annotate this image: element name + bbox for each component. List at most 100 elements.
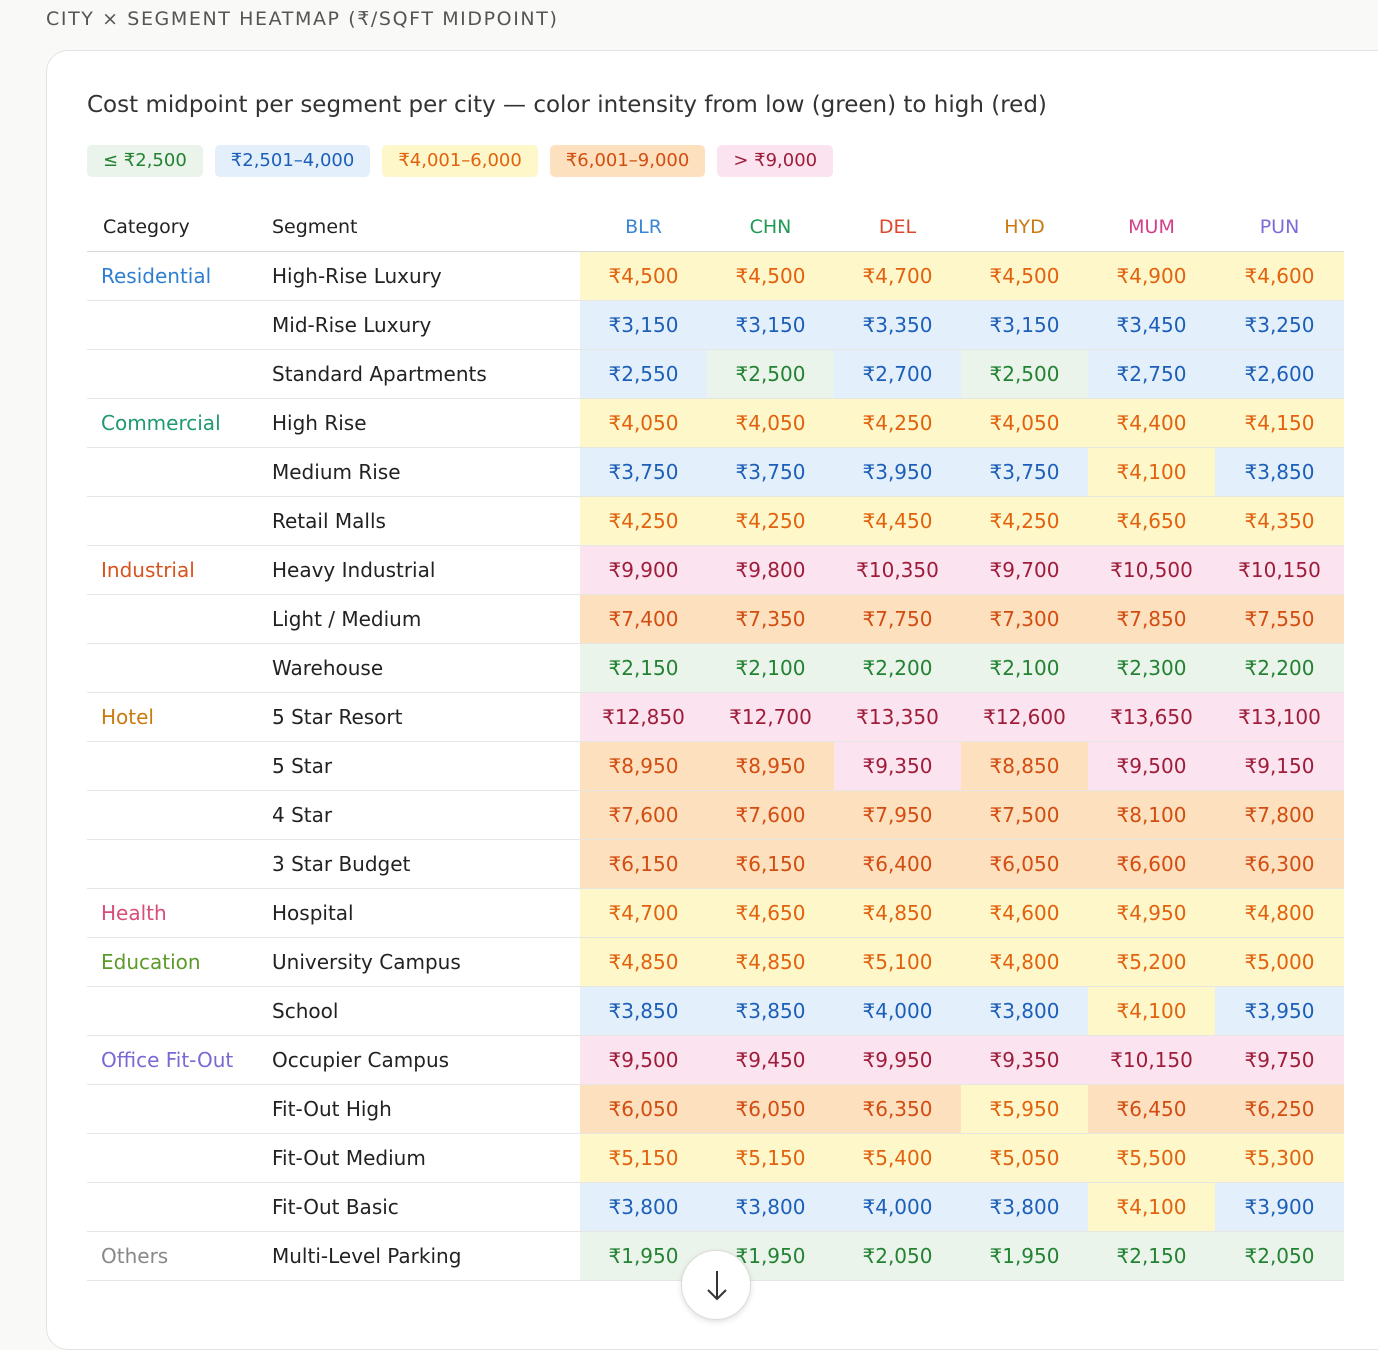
value-cell-hyd: ₹4,500 xyxy=(961,251,1088,301)
value-cell-del: ₹3,950 xyxy=(834,447,961,497)
value-cell-del: ₹4,700 xyxy=(834,251,961,301)
table-row: Residential High-Rise Luxury ₹4,500 ₹4,500 ₹… xyxy=(87,251,1344,301)
category-column-header: Category xyxy=(87,202,272,252)
segment-cell: Mid-Rise Luxury xyxy=(272,300,580,350)
value-cell-mum: ₹5,500 xyxy=(1088,1133,1215,1183)
value-cell-chn: ₹4,250 xyxy=(707,496,834,546)
value-cell-chn: ₹4,850 xyxy=(707,937,834,987)
value-cell-pun: ₹9,750 xyxy=(1215,1035,1344,1085)
table-row: Warehouse ₹2,150 ₹2,100 ₹2,200 ₹2,100 ₹2,300 ₹… xyxy=(87,643,1344,693)
segment-column-header: Segment xyxy=(272,202,580,252)
value-cell-mum: ₹2,750 xyxy=(1088,349,1215,399)
value-cell-hyd: ₹8,850 xyxy=(961,741,1088,791)
value-cell-hyd: ₹5,050 xyxy=(961,1133,1088,1183)
segment-cell: Medium Rise xyxy=(272,447,580,497)
scroll-down-button[interactable] xyxy=(681,1250,751,1320)
value-cell-del: ₹7,750 xyxy=(834,594,961,644)
value-cell-hyd: ₹7,300 xyxy=(961,594,1088,644)
heatmap-table: Category Segment BLR CHN DEL HYD MUM PUN Resi… xyxy=(87,202,1344,1281)
value-cell-pun: ₹2,050 xyxy=(1215,1231,1344,1281)
value-cell-chn: ₹3,750 xyxy=(707,447,834,497)
value-cell-blr: ₹3,800 xyxy=(580,1182,707,1232)
segment-cell: Fit-Out Medium xyxy=(272,1133,580,1183)
table-row: Retail Malls ₹4,250 ₹4,250 ₹4,450 ₹4,250 ₹4,6… xyxy=(87,496,1344,546)
table-row: 3 Star Budget ₹6,150 ₹6,150 ₹6,400 ₹6,050 ₹6,… xyxy=(87,839,1344,889)
table-row: Education University Campus ₹4,850 ₹4,850 ₹5… xyxy=(87,937,1344,987)
value-cell-mum: ₹13,650 xyxy=(1088,692,1215,742)
value-cell-blr: ₹6,050 xyxy=(580,1084,707,1134)
value-cell-pun: ₹6,250 xyxy=(1215,1084,1344,1134)
value-cell-hyd: ₹4,600 xyxy=(961,888,1088,938)
segment-cell: Fit-Out Basic xyxy=(272,1182,580,1232)
value-cell-del: ₹6,350 xyxy=(834,1084,961,1134)
value-cell-hyd: ₹4,050 xyxy=(961,398,1088,448)
value-cell-blr: ₹3,150 xyxy=(580,300,707,350)
category-cell xyxy=(87,1133,272,1183)
value-cell-blr: ₹9,900 xyxy=(580,545,707,595)
value-cell-blr: ₹7,400 xyxy=(580,594,707,644)
value-cell-del: ₹3,350 xyxy=(834,300,961,350)
value-cell-chn: ₹3,800 xyxy=(707,1182,834,1232)
segment-cell: School xyxy=(272,986,580,1036)
table-header-row: Category Segment BLR CHN DEL HYD MUM PUN xyxy=(87,202,1344,252)
legend-chip: ₹2,501–4,000 xyxy=(214,145,371,177)
value-cell-mum: ₹4,100 xyxy=(1088,447,1215,497)
legend-chip: ₹6,001–9,000 xyxy=(549,145,706,177)
value-cell-blr: ₹5,150 xyxy=(580,1133,707,1183)
value-cell-blr: ₹2,150 xyxy=(580,643,707,693)
value-cell-mum: ₹4,100 xyxy=(1088,986,1215,1036)
table-row: Fit-Out Medium ₹5,150 ₹5,150 ₹5,400 ₹5,050 ₹5… xyxy=(87,1133,1344,1183)
value-cell-hyd: ₹3,150 xyxy=(961,300,1088,350)
value-cell-pun: ₹4,150 xyxy=(1215,398,1344,448)
value-cell-pun: ₹5,300 xyxy=(1215,1133,1344,1183)
table-row: Medium Rise ₹3,750 ₹3,750 ₹3,950 ₹3,750 ₹4,10… xyxy=(87,447,1344,497)
segment-cell: Warehouse xyxy=(272,643,580,693)
value-cell-chn: ₹6,050 xyxy=(707,1084,834,1134)
value-cell-del: ₹5,100 xyxy=(834,937,961,987)
value-cell-del: ₹5,400 xyxy=(834,1133,961,1183)
section-title: CITY × SEGMENT HEATMAP (₹/SQFT MIDPOINT) xyxy=(46,8,559,30)
value-cell-mum: ₹2,300 xyxy=(1088,643,1215,693)
table-row: Industrial Heavy Industrial ₹9,900 ₹9,800 ₹1… xyxy=(87,545,1344,595)
value-cell-hyd: ₹2,100 xyxy=(961,643,1088,693)
segment-cell: Standard Apartments xyxy=(272,349,580,399)
segment-cell: Heavy Industrial xyxy=(272,545,580,595)
category-cell: Hotel xyxy=(87,692,272,742)
category-cell xyxy=(87,594,272,644)
value-cell-blr: ₹4,050 xyxy=(580,398,707,448)
value-cell-chn: ₹7,350 xyxy=(707,594,834,644)
value-cell-chn: ₹5,150 xyxy=(707,1133,834,1183)
value-cell-del: ₹2,700 xyxy=(834,349,961,399)
category-cell xyxy=(87,839,272,889)
segment-cell: High-Rise Luxury xyxy=(272,251,580,301)
category-cell xyxy=(87,447,272,497)
value-cell-mum: ₹3,450 xyxy=(1088,300,1215,350)
value-cell-hyd: ₹5,950 xyxy=(961,1084,1088,1134)
value-cell-hyd: ₹6,050 xyxy=(961,839,1088,889)
value-cell-chn: ₹3,150 xyxy=(707,300,834,350)
value-cell-hyd: ₹4,800 xyxy=(961,937,1088,987)
value-cell-mum: ₹4,900 xyxy=(1088,251,1215,301)
value-cell-mum: ₹6,450 xyxy=(1088,1084,1215,1134)
segment-cell: Multi-Level Parking xyxy=(272,1231,580,1281)
value-cell-pun: ₹2,200 xyxy=(1215,643,1344,693)
value-cell-mum: ₹10,150 xyxy=(1088,1035,1215,1085)
value-cell-del: ₹9,350 xyxy=(834,741,961,791)
value-cell-del: ₹10,350 xyxy=(834,545,961,595)
value-cell-pun: ₹4,600 xyxy=(1215,251,1344,301)
category-cell xyxy=(87,1084,272,1134)
value-cell-blr: ₹9,500 xyxy=(580,1035,707,1085)
legend: ≤ ₹2,500 ₹2,501–4,000 ₹4,001–6,000 ₹6,001–9… xyxy=(87,145,834,177)
value-cell-pun: ₹10,150 xyxy=(1215,545,1344,595)
category-cell xyxy=(87,741,272,791)
value-cell-chn: ₹7,600 xyxy=(707,790,834,840)
segment-cell: Light / Medium xyxy=(272,594,580,644)
value-cell-blr: ₹4,500 xyxy=(580,251,707,301)
value-cell-pun: ₹4,350 xyxy=(1215,496,1344,546)
segment-cell: Occupier Campus xyxy=(272,1035,580,1085)
value-cell-pun: ₹7,550 xyxy=(1215,594,1344,644)
value-cell-chn: ₹2,100 xyxy=(707,643,834,693)
value-cell-del: ₹6,400 xyxy=(834,839,961,889)
legend-chip: ₹4,001–6,000 xyxy=(382,145,538,177)
value-cell-hyd: ₹9,350 xyxy=(961,1035,1088,1085)
